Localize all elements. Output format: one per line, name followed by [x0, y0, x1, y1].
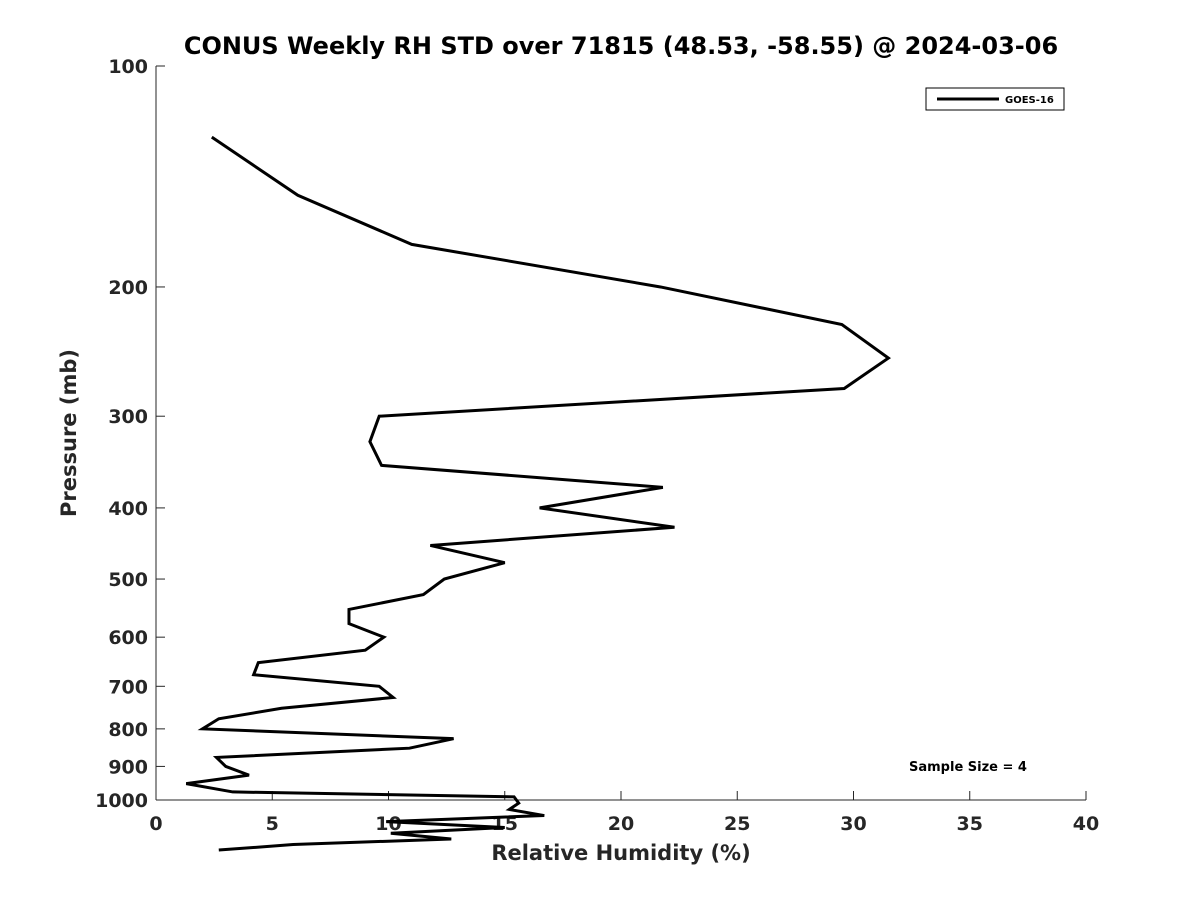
- x-axis-label: Relative Humidity (%): [491, 841, 750, 865]
- y-tick-label: 800: [108, 719, 148, 741]
- y-tick-label: 400: [108, 498, 148, 520]
- x-tick-label: 35: [957, 813, 983, 835]
- x-tick-label: 20: [608, 813, 634, 835]
- y-tick-label: 300: [108, 406, 148, 428]
- x-tick-label: 30: [840, 813, 866, 835]
- series-line-goes-16: [185, 135, 891, 852]
- y-tick-label: 200: [108, 277, 148, 299]
- x-tick-label: 5: [266, 813, 279, 835]
- sample-size-annotation: Sample Size = 4: [909, 760, 1027, 775]
- x-tick-label: 25: [724, 813, 750, 835]
- y-axis-label: Pressure (mb): [57, 349, 81, 517]
- y-tick-label: 100: [108, 56, 148, 78]
- y-tick-label: 1000: [95, 790, 148, 812]
- y-tick-label: 500: [108, 569, 148, 591]
- y-tick-label: 600: [108, 627, 148, 649]
- plot-area: 0 5 10 15 20 25 30 35 40100200300400500600700800…: [95, 56, 1099, 852]
- y-tick-label: 700: [108, 676, 148, 698]
- x-tick-label: 0: [149, 813, 162, 835]
- legend: GOES-16: [925, 87, 1065, 111]
- y-tick-label: 900: [108, 756, 148, 778]
- chart-title: CONUS Weekly RH STD over 71815 (48.53, -…: [184, 32, 1058, 60]
- x-tick-label: 10: [375, 813, 401, 835]
- x-tick-label: 40: [1073, 813, 1099, 835]
- legend-entry-goes-16: GOES-16: [1005, 95, 1054, 106]
